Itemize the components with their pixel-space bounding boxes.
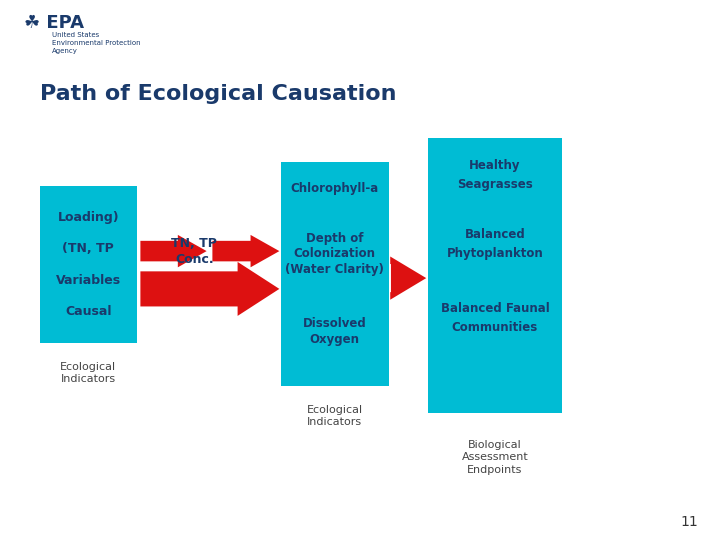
- Text: Path of Ecological Causation: Path of Ecological Causation: [40, 84, 396, 104]
- Text: Ecological
Indicators: Ecological Indicators: [60, 362, 116, 384]
- Text: Chlorophyll-a: Chlorophyll-a: [291, 183, 379, 195]
- Polygon shape: [140, 235, 207, 267]
- Text: (TN, TP: (TN, TP: [63, 242, 114, 255]
- Text: Depth of: Depth of: [306, 232, 364, 245]
- Text: Causal: Causal: [65, 305, 112, 318]
- Polygon shape: [390, 256, 426, 300]
- Text: ☘ EPA: ☘ EPA: [24, 14, 84, 31]
- Text: Communities: Communities: [452, 321, 538, 334]
- Text: Phytoplankton: Phytoplankton: [446, 247, 544, 260]
- Text: Dissolved: Dissolved: [303, 317, 366, 330]
- Text: United States
Environmental Protection
Agency: United States Environmental Protection A…: [52, 32, 140, 55]
- Text: Healthy: Healthy: [469, 159, 521, 172]
- Text: Seagrasses: Seagrasses: [457, 178, 533, 191]
- Text: Variables: Variables: [55, 274, 121, 287]
- Text: Balanced Faunal: Balanced Faunal: [441, 302, 549, 315]
- FancyBboxPatch shape: [40, 186, 137, 343]
- Text: Ecological
Indicators: Ecological Indicators: [307, 405, 363, 427]
- FancyBboxPatch shape: [428, 138, 562, 413]
- Text: Loading): Loading): [58, 211, 119, 224]
- Text: 11: 11: [680, 515, 698, 529]
- Text: (Water Clarity): (Water Clarity): [285, 263, 384, 276]
- FancyBboxPatch shape: [281, 162, 389, 386]
- Text: Balanced: Balanced: [464, 227, 526, 241]
- Text: Colonization: Colonization: [294, 247, 376, 260]
- Text: Biological
Assessment
Endpoints: Biological Assessment Endpoints: [462, 440, 528, 475]
- Polygon shape: [140, 262, 279, 316]
- Text: TN, TP
Conc.: TN, TP Conc.: [171, 237, 217, 266]
- Polygon shape: [212, 235, 279, 267]
- Text: Oxygen: Oxygen: [310, 333, 360, 346]
